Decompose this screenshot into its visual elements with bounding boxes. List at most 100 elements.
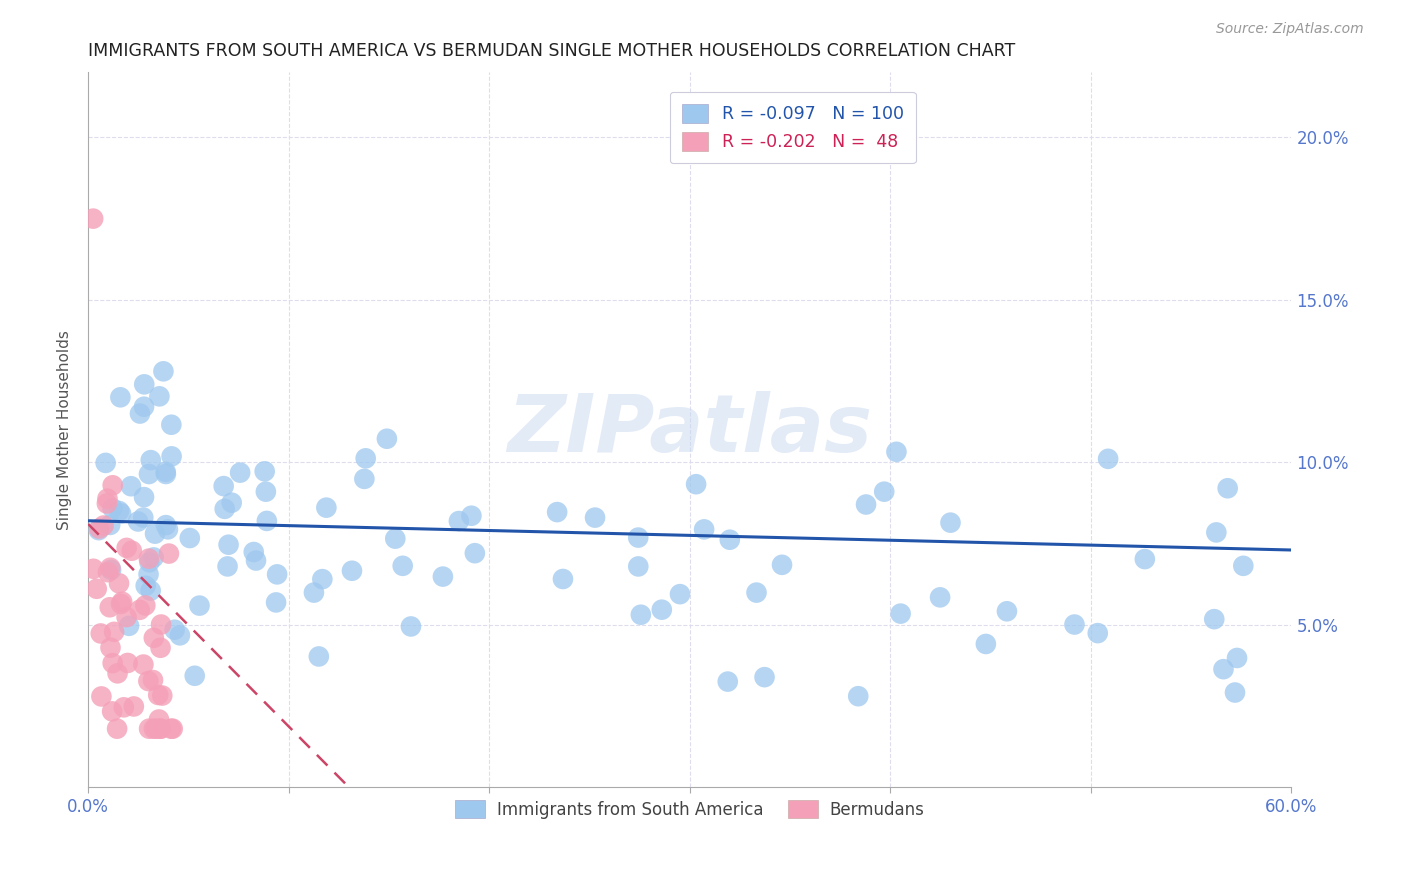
Point: [138, 674, 160, 689]
Point: [1204, 612, 1226, 626]
Point: [132, 400, 155, 414]
Point: [139, 453, 162, 467]
Legend: Immigrants from South America, Bermudans: Immigrants from South America, Bermudans: [449, 793, 931, 825]
Point: [630, 607, 652, 622]
Point: [212, 479, 235, 493]
Point: [101, 501, 124, 516]
Point: [855, 498, 877, 512]
Point: [103, 624, 125, 639]
Point: [143, 526, 166, 541]
Point: [110, 507, 132, 521]
Point: [107, 666, 129, 681]
Point: [1232, 558, 1254, 573]
Point: [1223, 685, 1246, 699]
Point: [315, 500, 337, 515]
Point: [138, 551, 160, 566]
Point: [169, 628, 191, 642]
Point: [90, 626, 112, 640]
Point: [245, 553, 267, 567]
Point: [149, 722, 172, 736]
Point: [308, 649, 330, 664]
Point: [87, 523, 110, 537]
Point: [745, 585, 768, 599]
Point: [138, 567, 160, 582]
Point: [391, 558, 413, 573]
Point: [150, 689, 173, 703]
Point: [1216, 481, 1239, 495]
Point: [98, 600, 121, 615]
Point: [214, 501, 236, 516]
Point: [115, 610, 138, 624]
Point: [97, 565, 120, 579]
Point: [974, 637, 997, 651]
Point: [120, 479, 142, 493]
Point: [148, 688, 170, 702]
Point: [96, 491, 118, 506]
Point: [163, 623, 186, 637]
Point: [651, 603, 673, 617]
Point: [1097, 451, 1119, 466]
Point: [100, 640, 122, 655]
Point: [118, 619, 141, 633]
Text: Source: ZipAtlas.com: Source: ZipAtlas.com: [1216, 22, 1364, 37]
Point: [160, 417, 183, 432]
Point: [890, 607, 912, 621]
Point: [142, 722, 165, 736]
Point: [142, 673, 165, 687]
Point: [939, 516, 962, 530]
Point: [148, 713, 170, 727]
Point: [254, 484, 277, 499]
Point: [101, 478, 124, 492]
Point: [302, 585, 325, 599]
Point: [1226, 651, 1249, 665]
Point: [155, 518, 177, 533]
Point: [886, 445, 908, 459]
Point: [112, 700, 135, 714]
Point: [105, 722, 128, 736]
Point: [142, 631, 165, 645]
Point: [139, 583, 162, 598]
Point: [100, 563, 122, 577]
Point: [86, 582, 108, 596]
Point: [108, 576, 131, 591]
Point: [583, 510, 606, 524]
Point: [627, 559, 650, 574]
Point: [266, 567, 288, 582]
Point: [135, 579, 157, 593]
Point: [432, 569, 454, 583]
Point: [101, 705, 124, 719]
Point: [128, 603, 150, 617]
Text: IMMIGRANTS FROM SOUTH AMERICA VS BERMUDAN SINGLE MOTHER HOUSEHOLDS CORRELATION C: IMMIGRANTS FROM SOUTH AMERICA VS BERMUDA…: [89, 42, 1015, 60]
Point: [138, 722, 160, 736]
Point: [145, 722, 167, 736]
Point: [82, 562, 104, 576]
Point: [117, 656, 139, 670]
Point: [110, 390, 132, 404]
Point: [94, 456, 117, 470]
Point: [375, 432, 398, 446]
Point: [111, 595, 134, 609]
Point: [1205, 525, 1227, 540]
Point: [152, 364, 174, 378]
Point: [693, 522, 716, 536]
Point: [132, 510, 155, 524]
Point: [551, 572, 574, 586]
Point: [96, 496, 118, 510]
Point: [132, 490, 155, 504]
Point: [995, 604, 1018, 618]
Point: [162, 722, 184, 736]
Point: [129, 407, 152, 421]
Point: [229, 466, 252, 480]
Point: [183, 669, 205, 683]
Point: [354, 451, 377, 466]
Point: [93, 518, 115, 533]
Point: [160, 722, 183, 736]
Point: [132, 657, 155, 672]
Point: [685, 477, 707, 491]
Point: [1087, 626, 1109, 640]
Point: [149, 640, 172, 655]
Point: [122, 699, 145, 714]
Point: [353, 472, 375, 486]
Point: [264, 595, 287, 609]
Point: [157, 547, 180, 561]
